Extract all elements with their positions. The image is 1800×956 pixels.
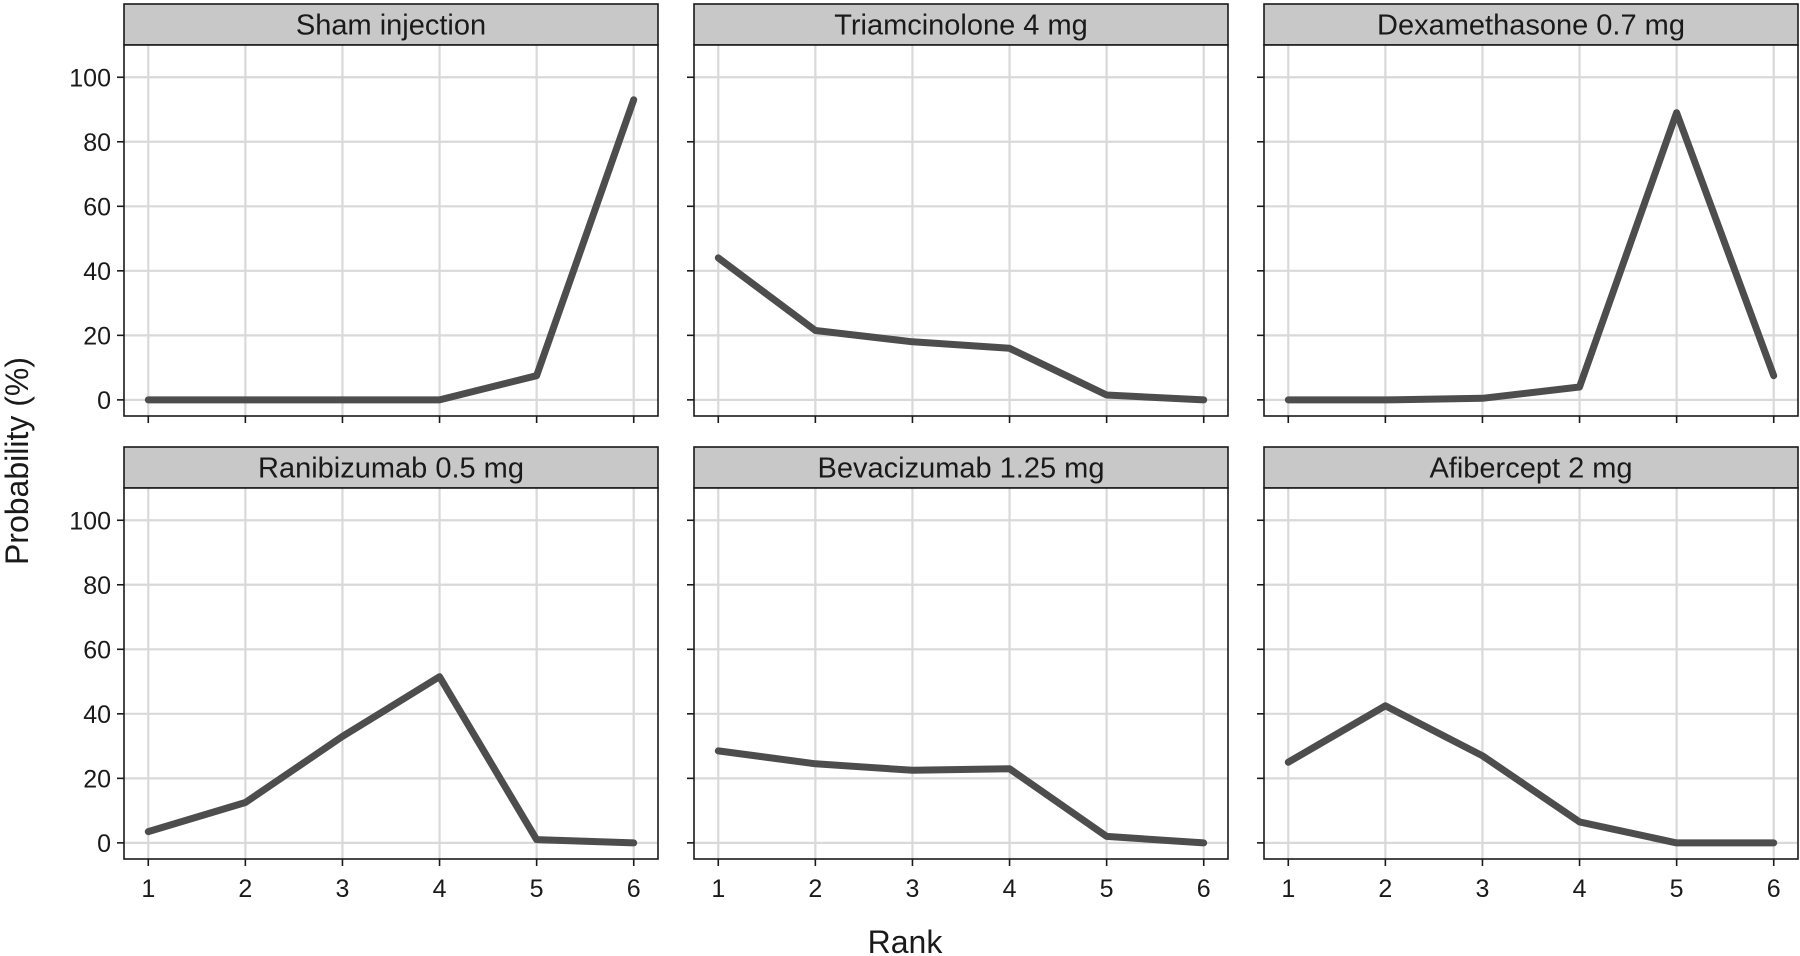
series-line — [144, 673, 638, 847]
panel-border — [693, 487, 1229, 860]
panel-strip — [1263, 3, 1799, 46]
panel-5: Bevacizumab 1.25 mg 1 2 3 4 5 6 — [687, 446, 1229, 903]
panel-border — [123, 44, 659, 417]
panel-strip — [123, 446, 659, 489]
y-axis-title: Probability (%) — [0, 357, 35, 565]
series-line — [714, 254, 1208, 404]
panel-1: Sham injection 0 20 40 60 80 100 — [69, 3, 659, 423]
y-tick-label: 20 — [83, 322, 111, 350]
panel-title: Ranibizumab 0.5 mg — [258, 453, 524, 485]
panel-strip — [693, 446, 1229, 489]
panel-background — [1264, 45, 1798, 416]
x-tick-label: 4 — [433, 875, 447, 903]
series-line — [144, 96, 638, 404]
y-tick-label: 100 — [69, 64, 111, 92]
x-tick-label: 2 — [1378, 875, 1392, 903]
x-tick-label: 4 — [1573, 875, 1587, 903]
y-tick-label: 60 — [83, 193, 111, 221]
panel-background — [1264, 488, 1798, 859]
y-tick-label: 100 — [69, 507, 111, 535]
x-tick-label: 3 — [906, 875, 920, 903]
x-tick-label: 6 — [1197, 875, 1211, 903]
panel-strip — [123, 3, 659, 46]
series-line — [714, 747, 1208, 847]
series-line — [1284, 702, 1778, 847]
panel-background — [124, 45, 658, 416]
y-tick-label: 40 — [83, 701, 111, 729]
panel-strip — [693, 3, 1229, 46]
panel-background — [694, 488, 1228, 859]
panel-title: Sham injection — [296, 10, 486, 42]
x-tick-label: 6 — [1767, 875, 1781, 903]
panel-border — [693, 44, 1229, 417]
x-tick-label: 5 — [1100, 875, 1114, 903]
x-tick-label: 1 — [141, 875, 155, 903]
panel-background — [124, 488, 658, 859]
x-tick-label: 4 — [1003, 875, 1017, 903]
x-tick-label: 3 — [336, 875, 350, 903]
panel-title: Afibercept 2 mg — [1429, 453, 1632, 485]
series-line — [1284, 109, 1778, 404]
panel-strip — [1263, 446, 1799, 489]
panel-title: Dexamethasone 0.7 mg — [1377, 10, 1685, 42]
y-tick-label: 40 — [83, 258, 111, 286]
y-tick-label: 60 — [83, 636, 111, 664]
x-tick-label: 1 — [1281, 875, 1295, 903]
y-tick-label: 0 — [97, 387, 111, 415]
panel-3: Dexamethasone 0.7 mg — [1257, 3, 1799, 423]
panel-title: Bevacizumab 1.25 mg — [818, 453, 1105, 485]
y-tick-label: 20 — [83, 765, 111, 793]
x-tick-label: 3 — [1476, 875, 1490, 903]
panel-border — [1263, 487, 1799, 860]
x-tick-label: 2 — [808, 875, 822, 903]
x-tick-label: 5 — [1670, 875, 1684, 903]
x-tick-label: 2 — [238, 875, 252, 903]
x-axis-title: Rank — [868, 924, 944, 956]
y-tick-label: 0 — [97, 830, 111, 858]
facet-panels: Sham injection020406080100Triamcinolone … — [69, 3, 1799, 903]
panel-background — [694, 45, 1228, 416]
y-tick-label: 80 — [83, 572, 111, 600]
x-tick-label: 1 — [711, 875, 725, 903]
x-tick-label: 6 — [627, 875, 641, 903]
panel-6: Afibercept 2 mg 1 2 3 4 5 6 — [1257, 446, 1799, 903]
x-tick-label: 5 — [530, 875, 544, 903]
panel-title: Triamcinolone 4 mg — [834, 10, 1088, 42]
panel-border — [1263, 44, 1799, 417]
panel-border — [123, 487, 659, 860]
y-tick-label: 80 — [83, 129, 111, 157]
panel-2: Triamcinolone 4 mg — [687, 3, 1229, 423]
panel-4: Ranibizumab 0.5 mg 0 20 40 60 80 100 1 2 3 4 5 6 — [69, 446, 659, 903]
